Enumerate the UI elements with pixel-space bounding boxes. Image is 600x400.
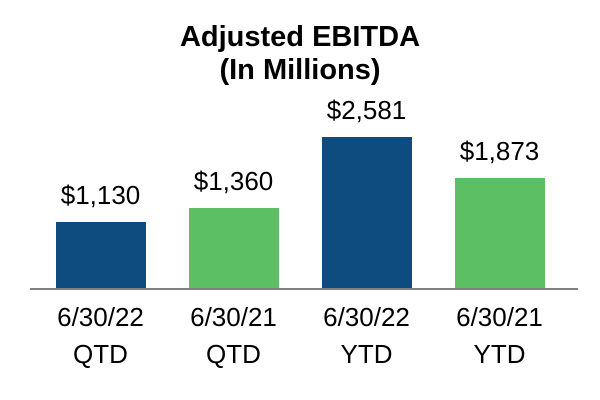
x-axis-label-line: YTD [340, 339, 393, 369]
x-axis-label-line: QTD [206, 339, 261, 369]
x-axis-label-line: 6/30/22 [323, 302, 410, 332]
bar-column: $1,360 [188, 166, 279, 288]
x-axis-line [30, 288, 578, 290]
x-axis-label: 6/30/22 YTD [300, 299, 433, 373]
x-axis-label-line: YTD [473, 339, 526, 369]
x-axis-label: 6/30/21 YTD [433, 299, 566, 373]
x-axis-label-line: QTD [73, 339, 128, 369]
bar-column: $1,873 [454, 136, 545, 288]
bars-area: $1,130 $1,360 $2,581 $1,873 [0, 95, 600, 288]
x-axis-label: 6/30/22 QTD [34, 299, 167, 373]
bar-value-label: $2,581 [326, 95, 407, 125]
bar-column: $1,130 [55, 180, 146, 288]
x-axis-label-line: 6/30/21 [190, 302, 277, 332]
bar [454, 178, 545, 288]
x-axis-labels: 6/30/22 QTD 6/30/21 QTD 6/30/22 YTD 6/30/21 YTD [0, 299, 600, 373]
chart-title-block: Adjusted EBITDA (In Millions) [0, 21, 600, 87]
bar [188, 208, 279, 288]
bar [321, 137, 412, 288]
bar-value-label: $1,873 [459, 136, 540, 166]
bar-value-label: $1,130 [60, 180, 141, 210]
bar-value-label: $1,360 [193, 166, 274, 196]
bar-column: $2,581 [321, 95, 412, 288]
x-axis-label-line: 6/30/21 [456, 302, 543, 332]
chart-title: Adjusted EBITDA [179, 21, 421, 53]
bar [55, 222, 146, 288]
x-axis-label: 6/30/21 QTD [167, 299, 300, 373]
chart-subtitle: (In Millions) [219, 54, 381, 86]
x-axis-label-line: 6/30/22 [57, 302, 144, 332]
